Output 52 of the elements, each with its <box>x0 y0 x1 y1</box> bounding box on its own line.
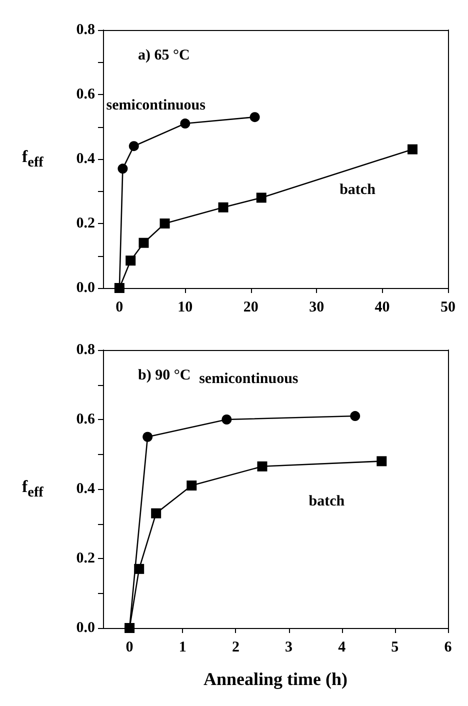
y-tick-label: 0.2 <box>76 216 95 232</box>
x-tick-label: 10 <box>178 300 193 316</box>
annotation: b) 90 °C <box>138 368 191 384</box>
text: semicontinuous <box>199 371 298 387</box>
series-label: semicontinuous <box>106 98 206 114</box>
x-tick-label: 30 <box>309 300 324 316</box>
point <box>126 256 136 266</box>
y-axis-title: f$_{eff}$ <box>22 477 44 502</box>
y-tick-label: 0.0 <box>76 280 95 296</box>
y-tick-label: 0.0 <box>76 620 95 636</box>
y-tick-label: 0.6 <box>76 86 96 102</box>
series-label: batch <box>308 494 346 510</box>
y-tick-label: 0.4 <box>76 151 96 167</box>
x-tick-label: 20 <box>243 300 258 316</box>
point <box>376 456 387 466</box>
x-tick-label: 3 <box>285 640 293 656</box>
x-tick-label: 40 <box>374 300 390 316</box>
y-axis-title: f$_{eff}$ <box>22 147 44 172</box>
y-tick-label: 0.4 <box>76 481 96 497</box>
point <box>118 164 128 174</box>
y-tick-label: 0.8 <box>76 22 95 38</box>
point <box>408 144 418 154</box>
x-tick-label: 0 <box>116 300 124 316</box>
x-tick-label: 4 <box>338 640 346 656</box>
x-tick-label: 50 <box>440 300 456 316</box>
point <box>257 461 268 472</box>
point <box>222 414 232 424</box>
x-tick-label: 5 <box>391 640 399 656</box>
point <box>134 564 144 574</box>
point <box>151 508 162 518</box>
point <box>256 192 266 203</box>
y-tick-label: 0.2 <box>76 550 95 566</box>
annotation: a) 65 °C <box>138 48 190 64</box>
point <box>138 238 149 248</box>
x-tick-label: 2 <box>232 640 240 656</box>
x-tick-label: 6 <box>444 640 452 656</box>
point <box>186 480 197 491</box>
series-label: batch <box>340 182 376 198</box>
point <box>124 623 135 633</box>
point <box>128 141 139 152</box>
point <box>218 202 228 212</box>
point <box>180 118 190 129</box>
y-tick-label: 0.6 <box>76 412 96 428</box>
x-tick-label: 0 <box>126 640 134 656</box>
y-tick-label: 0.8 <box>76 342 95 358</box>
point <box>350 411 360 422</box>
point <box>142 432 153 442</box>
x-axis-title: Annealing time (h) <box>204 669 348 689</box>
point <box>250 112 260 122</box>
point <box>160 218 170 228</box>
point <box>114 283 124 293</box>
x-tick-label: 1 <box>178 640 186 656</box>
